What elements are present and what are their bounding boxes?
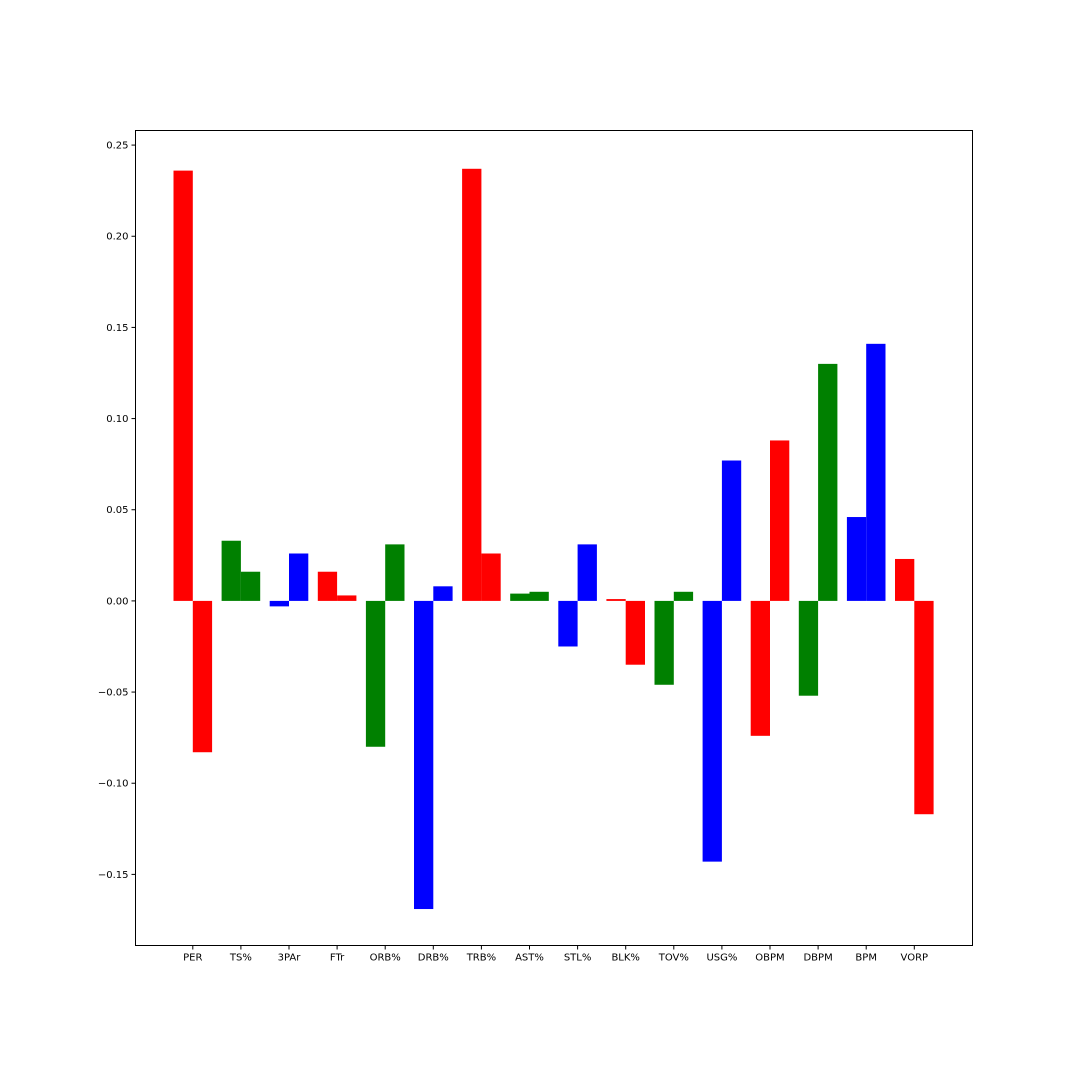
bar-trb-pct-left: [462, 168, 482, 601]
bar-ast-pct-right: [529, 591, 549, 601]
bar-ts-pct-left: [221, 540, 241, 601]
bar-ftr-left: [317, 571, 338, 601]
bar-tov-pct-left: [654, 600, 674, 685]
bar-per-left: [173, 170, 193, 601]
x-tick-label: DBPM: [803, 953, 832, 964]
bar-ftr-right: [337, 595, 357, 601]
bar-tov-pct-right: [673, 591, 694, 601]
y-tick-label: 0.00: [106, 596, 128, 607]
bar-usg-pct-left: [702, 600, 722, 862]
x-tick-label: OBPM: [755, 953, 784, 964]
bar-bpm-left: [846, 517, 867, 601]
y-tick-label: 0.15: [106, 323, 128, 334]
y-tick-label: −0.10: [98, 779, 129, 790]
x-tick-label: BPM: [855, 953, 877, 964]
bar-usg-pct-right: [721, 460, 742, 601]
x-tick-label: TS%: [229, 953, 252, 964]
bars-group: [173, 168, 934, 910]
bar-trb-pct-right: [481, 553, 501, 601]
y-tick-label: 0.25: [106, 141, 128, 152]
plot-frame: [135, 130, 973, 946]
x-tick-label: PER: [183, 953, 202, 964]
x-tick-label: TOV%: [658, 953, 689, 964]
x-axis: PER TS% 3PAr FTr ORB% DRB% TRB% AST% STL% BLK% TOV…: [183, 945, 929, 964]
x-tick-label: 3PAr: [278, 953, 302, 964]
bar-drb-pct-left: [414, 600, 434, 910]
bar-dbpm-left: [798, 600, 819, 696]
bar-stl-pct-left: [558, 600, 578, 647]
x-tick-label: USG%: [706, 953, 737, 964]
x-tick-label: STL%: [564, 953, 592, 964]
x-tick-label: ORB%: [370, 953, 401, 964]
x-tick-label: FTr: [330, 953, 345, 964]
bar-dbpm-right: [818, 363, 838, 601]
bar-ts-pct-right: [240, 571, 261, 601]
y-tick-label: 0.10: [106, 414, 128, 425]
bar-obpm-right: [770, 440, 790, 601]
x-tick-label: DRB%: [418, 953, 449, 964]
y-tick-label: −0.15: [98, 870, 129, 881]
bar-per-right: [192, 600, 213, 753]
bar-stl-pct-right: [577, 544, 597, 601]
bar-blk-pct-right: [625, 600, 645, 665]
x-tick-label: TRB%: [466, 953, 496, 964]
bar-3par-left: [269, 600, 289, 607]
y-tick-label: −0.05: [98, 688, 129, 699]
bar-3par-right: [289, 553, 309, 601]
bar-drb-pct-right: [433, 586, 453, 601]
bar-vorp-right: [914, 600, 934, 815]
bar-blk-pct-left: [606, 599, 626, 601]
bar-obpm-left: [750, 600, 770, 736]
bar-ast-pct-left: [510, 593, 530, 601]
bar-vorp-left: [895, 558, 915, 601]
bar-orb-pct-right: [385, 544, 405, 601]
bar-bpm-right: [866, 343, 886, 601]
x-tick-label: AST%: [515, 953, 544, 964]
bar-orb-pct-left: [365, 600, 386, 747]
x-tick-label: BLK%: [611, 953, 640, 964]
y-tick-label: 0.05: [106, 505, 128, 516]
y-tick-label: 0.20: [106, 232, 128, 243]
y-axis: −0.15 −0.10 −0.05 0.00 0.05 0.10 0.15 0.20 0.25: [98, 141, 136, 881]
x-tick-label: VORP: [901, 953, 929, 964]
